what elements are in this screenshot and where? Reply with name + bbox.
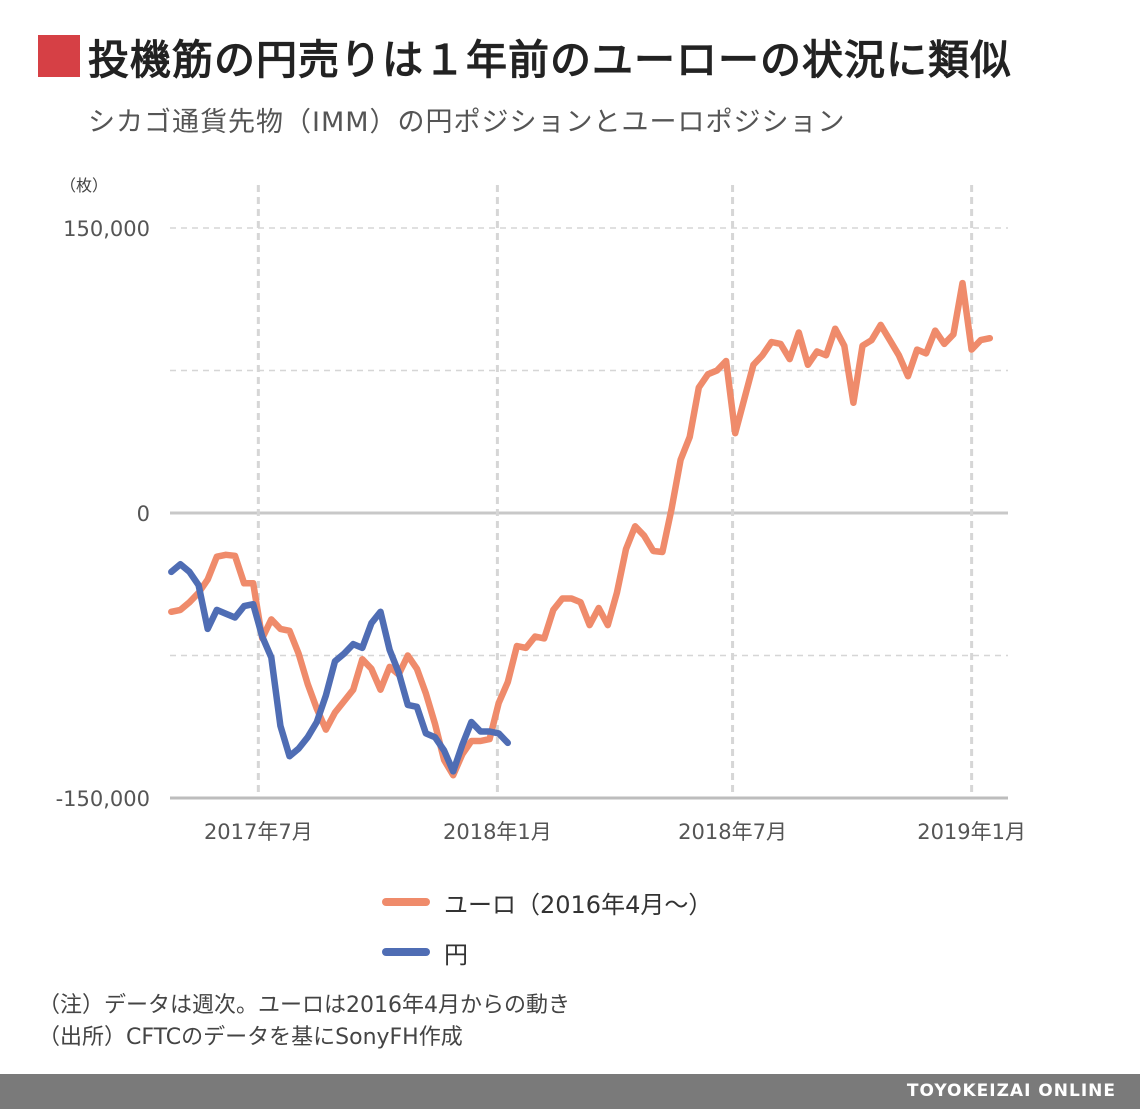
notes: （注）データは週次。ユーロは2016年4月からの動き （出所）CFTCのデータを… <box>38 990 570 1054</box>
x-tick-label: 2017年7月 <box>204 820 313 844</box>
series-lines <box>168 279 994 779</box>
title-marker <box>38 35 80 77</box>
series-line <box>168 279 994 779</box>
legend-item: ユーロ（2016年4月～） <box>382 884 712 920</box>
legend-swatch <box>382 948 430 956</box>
series-line <box>168 561 512 775</box>
x-tick-label: 2019年1月 <box>917 820 1026 844</box>
x-tick-label: 2018年1月 <box>443 820 552 844</box>
axes: 150,000 0 -150,000 （枚） 2017年7月 2018年1月 2018年7月… <box>56 176 1026 844</box>
legend-label: ユーロ（2016年4月～） <box>444 890 713 919</box>
x-tick-label: 2018年7月 <box>678 820 787 844</box>
y-tick-label: 0 <box>137 502 150 526</box>
chart-title: 投機筋の円売りは１年前のユーローの状況に類似 <box>88 36 1012 84</box>
y-tick-label: 150,000 <box>63 217 150 241</box>
line-chart: 150,000 0 -150,000 （枚） 2017年7月 2018年1月 2018年7月… <box>56 176 1026 844</box>
y-tick-label: -150,000 <box>56 787 150 811</box>
legend-item: 円 <box>382 934 712 970</box>
y-unit-label: （枚） <box>60 176 108 195</box>
chart-subtitle: シカゴ通貨先物（IMM）の円ポジションとユーロポジション <box>88 107 846 138</box>
legend-swatch <box>382 898 430 906</box>
footer-brand: TOYOKEIZAI ONLINE <box>906 1081 1116 1101</box>
title-block: 投機筋の円売りは１年前のユーローの状況に類似 <box>38 28 1012 84</box>
note-line: （注）データは週次。ユーロは2016年4月からの動き <box>38 993 570 1018</box>
legend-label: 円 <box>444 940 468 969</box>
footer-bar: TOYOKEIZAI ONLINE <box>0 1074 1140 1109</box>
note-line: （出所）CFTCのデータを基にSonyFH作成 <box>38 1025 463 1050</box>
legend: ユーロ（2016年4月～） 円 <box>382 884 712 970</box>
grid-lines <box>170 185 1008 798</box>
